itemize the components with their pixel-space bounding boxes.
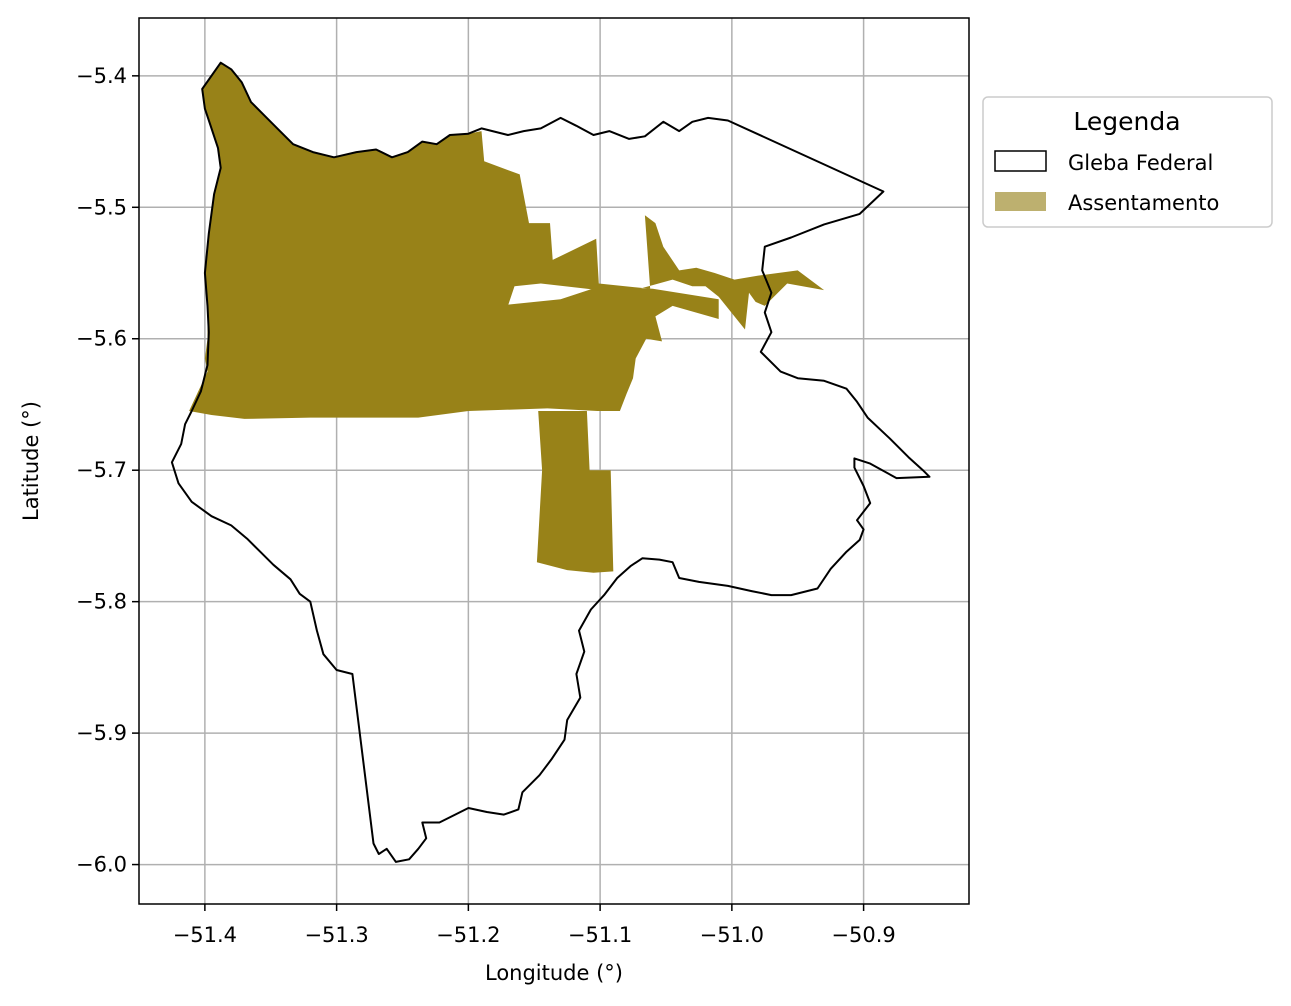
y-tick-label: −5.9 bbox=[76, 721, 127, 745]
legend-label-gleba-federal: Gleba Federal bbox=[1068, 151, 1213, 175]
x-tick-label: −51.0 bbox=[700, 923, 764, 947]
y-tick-label: −5.4 bbox=[76, 64, 127, 88]
gleba-federal-boundary bbox=[170, 61, 931, 863]
legend-label-assentamento: Assentamento bbox=[1068, 191, 1219, 215]
x-tick-label: −51.1 bbox=[568, 923, 632, 947]
legend-frame bbox=[982, 96, 1273, 228]
x-axis-label: Longitude (°) bbox=[485, 961, 623, 985]
x-tick-label: −51.4 bbox=[173, 923, 237, 947]
x-tick-label: −51.3 bbox=[304, 923, 368, 947]
assentamento-polygon-2 bbox=[189, 286, 719, 419]
map-layers bbox=[170, 61, 931, 863]
y-tick-label: −5.5 bbox=[76, 195, 127, 219]
y-axis-label: Latitude (°) bbox=[19, 401, 43, 521]
legend-swatch-gleba-federal bbox=[994, 150, 1047, 172]
legend: Legenda Gleba Federal Assentamento bbox=[982, 96, 1273, 228]
x-tick-label: −50.9 bbox=[831, 923, 895, 947]
plot-frame bbox=[138, 17, 970, 905]
y-tick-label: −5.8 bbox=[76, 590, 127, 614]
assentamento-polygon-3 bbox=[536, 411, 614, 573]
y-tick-label: −6.0 bbox=[76, 853, 127, 877]
legend-swatch-assentamento bbox=[995, 192, 1046, 211]
x-tick-label: −51.2 bbox=[436, 923, 500, 947]
y-tick-label: −5.6 bbox=[76, 327, 127, 351]
assentamento-polygon-1 bbox=[202, 62, 825, 339]
axis-ticks: −51.4 −51.3 −51.2 −51.1 −51.0 −50.9 −5.4 −5.5 −5… bbox=[76, 64, 896, 947]
y-tick-label: −5.7 bbox=[76, 458, 127, 482]
legend-title: Legenda bbox=[1073, 107, 1180, 136]
